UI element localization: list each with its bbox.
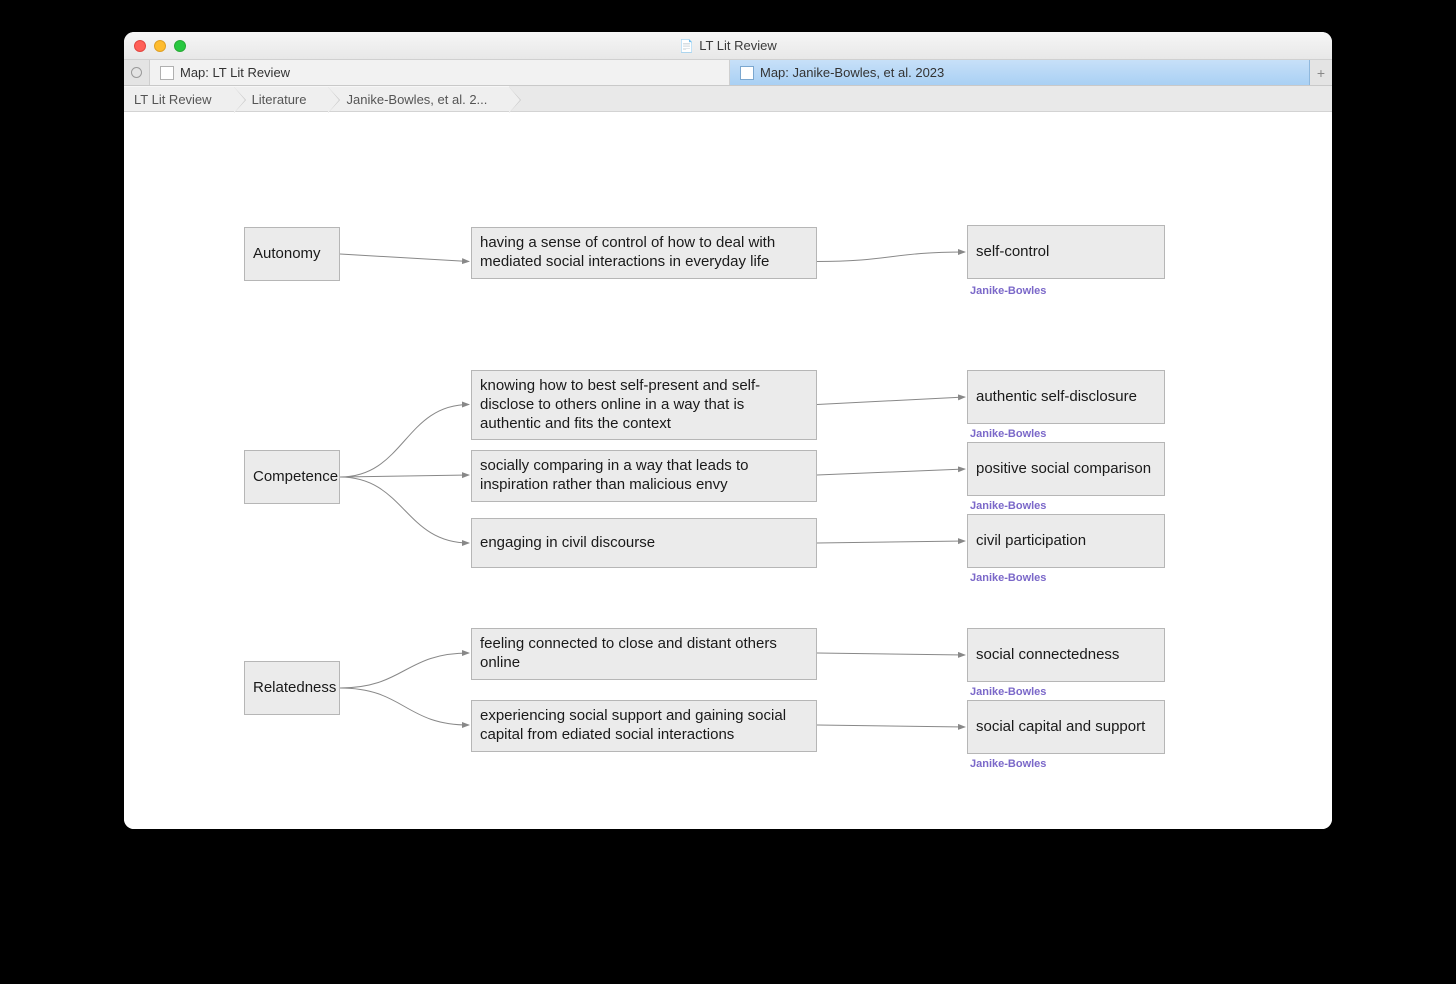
term-node[interactable]: self-control	[967, 225, 1165, 279]
term-node[interactable]: social connectedness	[967, 628, 1165, 682]
description-node[interactable]: feeling connected to close and distant o…	[471, 628, 817, 680]
map-icon	[160, 66, 174, 80]
term-node[interactable]: social capital and support	[967, 700, 1165, 754]
term-node[interactable]: civil participation	[967, 514, 1165, 568]
titlebar: 📄 LT Lit Review	[124, 32, 1332, 60]
tab-strip: Map: LT Lit Review Map: Janike-Bowles, e…	[124, 60, 1332, 86]
window-title-text: LT Lit Review	[699, 38, 777, 53]
tab-label: Map: Janike-Bowles, et al. 2023	[760, 65, 944, 80]
tab-lt-lit-review[interactable]: Map: LT Lit Review	[150, 60, 730, 85]
description-node[interactable]: experiencing social support and gaining …	[471, 700, 817, 752]
window-title: 📄 LT Lit Review	[124, 38, 1332, 53]
citation-label: Janike-Bowles	[970, 500, 1046, 512]
citation-label: Janike-Bowles	[970, 758, 1046, 770]
concept-node[interactable]: Competence	[244, 450, 340, 504]
citation-label: Janike-Bowles	[970, 686, 1046, 698]
map-icon	[740, 66, 754, 80]
tab-janike-bowles[interactable]: Map: Janike-Bowles, et al. 2023	[730, 60, 1310, 85]
citation-label: Janike-Bowles	[970, 285, 1046, 297]
record-button[interactable]	[124, 60, 150, 85]
breadcrumb-bar: LT Lit Review Literature Janike-Bowles, …	[124, 86, 1332, 112]
breadcrumb-label: Literature	[252, 92, 307, 107]
app-window: 📄 LT Lit Review Map: LT Lit Review Map: …	[124, 32, 1332, 829]
breadcrumb[interactable]: Janike-Bowles, et al. 2...	[328, 86, 509, 111]
add-tab-button[interactable]: +	[1310, 60, 1332, 85]
description-node[interactable]: knowing how to best self-present and sel…	[471, 370, 817, 440]
tab-label: Map: LT Lit Review	[180, 65, 290, 80]
description-node[interactable]: engaging in civil discourse	[471, 518, 817, 568]
term-node[interactable]: positive social comparison	[967, 442, 1165, 496]
description-node[interactable]: socially comparing in a way that leads t…	[471, 450, 817, 502]
description-node[interactable]: having a sense of control of how to deal…	[471, 227, 817, 279]
term-node[interactable]: authentic self-disclosure	[967, 370, 1165, 424]
breadcrumb-label: LT Lit Review	[134, 92, 212, 107]
map-canvas[interactable]: Autonomy having a sense of control of how…	[124, 112, 1332, 829]
concept-node[interactable]: Autonomy	[244, 227, 340, 281]
concept-node[interactable]: Relatedness	[244, 661, 340, 715]
citation-label: Janike-Bowles	[970, 428, 1046, 440]
breadcrumb[interactable]: Literature	[234, 86, 329, 111]
breadcrumb-label: Janike-Bowles, et al. 2...	[346, 92, 487, 107]
breadcrumb[interactable]: LT Lit Review	[124, 86, 234, 111]
document-icon: 📄	[679, 39, 694, 53]
citation-label: Janike-Bowles	[970, 572, 1046, 584]
